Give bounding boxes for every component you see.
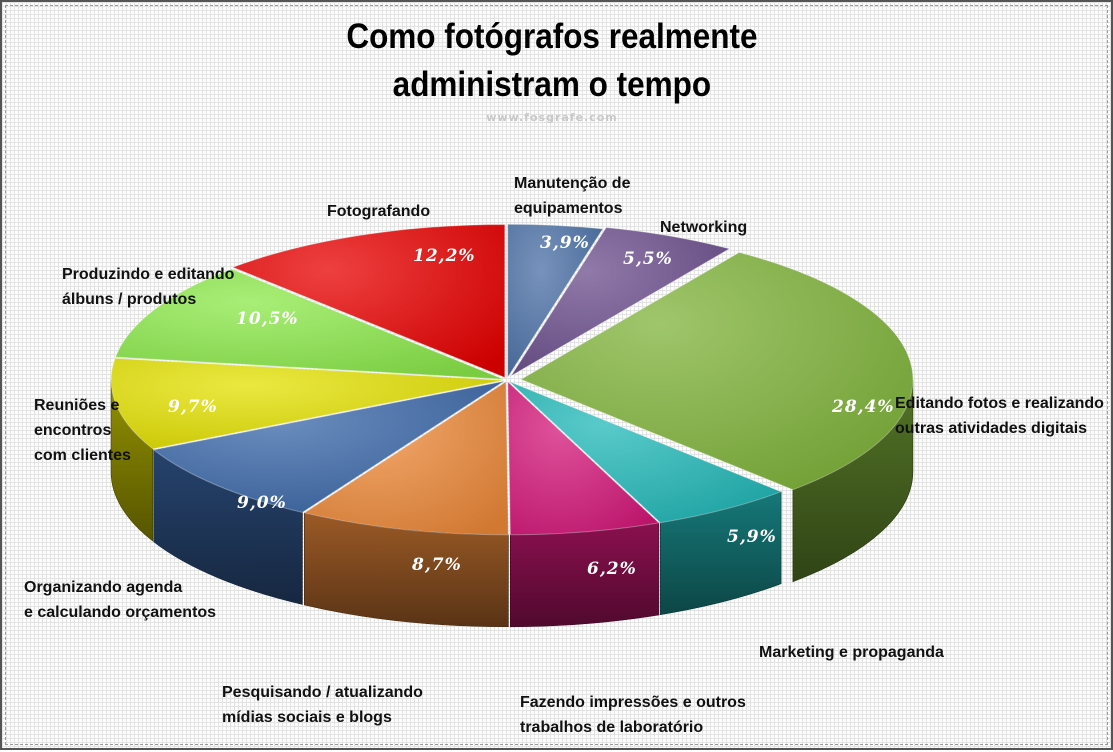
slice-category-label: Fotografando: [327, 203, 430, 220]
slice-value-label: 9,0%: [237, 493, 287, 513]
slice-category-label: Organizando agenda e calculando orçamento…: [24, 579, 216, 621]
slice-category-label: Marketing e propaganda: [759, 644, 944, 661]
slice-category-label: Fazendo impressões e outros trabalhos de …: [520, 694, 746, 736]
slice-category-label: Manutenção de equipamentos: [514, 175, 631, 217]
slice-category-label: Editando fotos e realizando outras ativid…: [895, 395, 1104, 437]
pie-slice: [519, 251, 914, 491]
slice-value-label: 8,7%: [411, 555, 462, 575]
slice-value-label: 28,4%: [831, 397, 895, 417]
pie-slice: [507, 223, 604, 380]
pie-slice: [510, 226, 731, 377]
slice-category-label: Produzindo e editando álbuns / produtos: [62, 266, 235, 308]
chart-title-line-2: administram o tempo: [393, 66, 711, 105]
pie-top: [110, 223, 914, 536]
pie-slice: [110, 357, 504, 450]
slice-category-label: Reuniões e encontros com clientes: [34, 397, 131, 464]
chart-subtitle: www.fosgrafe.com: [486, 111, 618, 124]
slice-value-label: 5,9%: [727, 527, 777, 547]
pie-slice: [507, 380, 660, 536]
pie-slice: [114, 268, 504, 380]
pie-slice: [303, 380, 509, 536]
pie-slice: [152, 380, 505, 513]
slice-value-label: 10,5%: [236, 309, 299, 329]
slice-value-label: 12,2%: [413, 246, 476, 266]
slice-value-label: 9,7%: [168, 397, 218, 417]
category-labels: Manutenção de equipamentos Networking Edita…: [24, 175, 1104, 736]
pie-slice: [231, 223, 506, 379]
slice-value-label: 5,5%: [623, 249, 673, 269]
slice-category-label: Pesquisando / atualizando mídias sociais …: [222, 684, 423, 726]
value-labels: 3,9% 5,5% 28,4% 5,9% 6,2% 8,7% 9,0% 9,7% 10,5% 12…: [168, 233, 895, 579]
chart-title-line-1: Como fotógrafos realmente: [346, 18, 757, 57]
slice-value-label: 6,2%: [587, 559, 637, 579]
slice-value-label: 3,9%: [540, 233, 590, 253]
pie-sides: [110, 379, 914, 628]
pie-slice: [508, 381, 783, 524]
slice-category-label: Networking: [660, 219, 747, 236]
